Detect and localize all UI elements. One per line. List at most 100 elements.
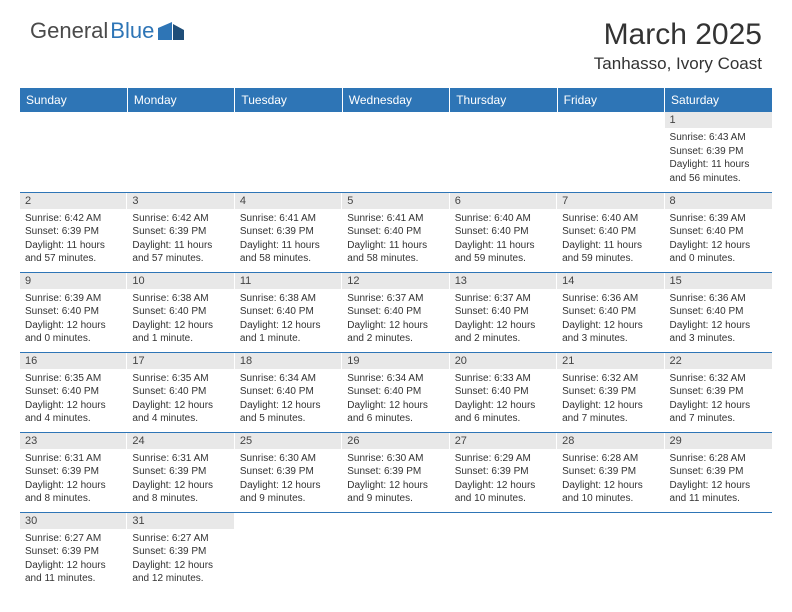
day-number: 15 xyxy=(665,273,772,289)
calendar-cell xyxy=(235,112,342,192)
day-details: Sunrise: 6:27 AMSunset: 6:39 PMDaylight:… xyxy=(20,529,127,589)
calendar-body: 1Sunrise: 6:43 AMSunset: 6:39 PMDaylight… xyxy=(20,112,772,592)
day-number: 5 xyxy=(342,193,449,209)
day-details: Sunrise: 6:42 AMSunset: 6:39 PMDaylight:… xyxy=(20,209,127,269)
calendar-cell: 3Sunrise: 6:42 AMSunset: 6:39 PMDaylight… xyxy=(127,192,234,272)
day-number: 27 xyxy=(450,433,557,449)
calendar-cell xyxy=(557,112,664,192)
day-details: Sunrise: 6:28 AMSunset: 6:39 PMDaylight:… xyxy=(665,449,772,509)
calendar-cell: 24Sunrise: 6:31 AMSunset: 6:39 PMDayligh… xyxy=(127,432,234,512)
day-number: 8 xyxy=(665,193,772,209)
calendar-cell xyxy=(557,512,664,592)
day-details: Sunrise: 6:38 AMSunset: 6:40 PMDaylight:… xyxy=(127,289,234,349)
day-number: 28 xyxy=(557,433,664,449)
day-number: 19 xyxy=(342,353,449,369)
calendar-cell: 12Sunrise: 6:37 AMSunset: 6:40 PMDayligh… xyxy=(342,272,449,352)
calendar-cell: 17Sunrise: 6:35 AMSunset: 6:40 PMDayligh… xyxy=(127,352,234,432)
calendar-cell xyxy=(450,512,557,592)
day-details: Sunrise: 6:35 AMSunset: 6:40 PMDaylight:… xyxy=(20,369,127,429)
day-details: Sunrise: 6:29 AMSunset: 6:39 PMDaylight:… xyxy=(450,449,557,509)
day-details: Sunrise: 6:33 AMSunset: 6:40 PMDaylight:… xyxy=(450,369,557,429)
calendar-cell: 28Sunrise: 6:28 AMSunset: 6:39 PMDayligh… xyxy=(557,432,664,512)
calendar-cell: 25Sunrise: 6:30 AMSunset: 6:39 PMDayligh… xyxy=(235,432,342,512)
calendar-cell: 26Sunrise: 6:30 AMSunset: 6:39 PMDayligh… xyxy=(342,432,449,512)
weekday-header: Monday xyxy=(127,88,234,112)
calendar-cell: 11Sunrise: 6:38 AMSunset: 6:40 PMDayligh… xyxy=(235,272,342,352)
day-number: 21 xyxy=(557,353,664,369)
day-details: Sunrise: 6:32 AMSunset: 6:39 PMDaylight:… xyxy=(665,369,772,429)
day-details: Sunrise: 6:36 AMSunset: 6:40 PMDaylight:… xyxy=(665,289,772,349)
calendar-cell: 27Sunrise: 6:29 AMSunset: 6:39 PMDayligh… xyxy=(450,432,557,512)
day-number: 22 xyxy=(665,353,772,369)
calendar-cell xyxy=(342,112,449,192)
calendar-week-row: 9Sunrise: 6:39 AMSunset: 6:40 PMDaylight… xyxy=(20,272,772,352)
calendar-cell xyxy=(127,112,234,192)
calendar-week-row: 16Sunrise: 6:35 AMSunset: 6:40 PMDayligh… xyxy=(20,352,772,432)
day-details: Sunrise: 6:42 AMSunset: 6:39 PMDaylight:… xyxy=(127,209,234,269)
title-block: March 2025 Tanhasso, Ivory Coast xyxy=(594,18,762,74)
calendar-cell: 18Sunrise: 6:34 AMSunset: 6:40 PMDayligh… xyxy=(235,352,342,432)
day-number: 6 xyxy=(450,193,557,209)
day-number: 10 xyxy=(127,273,234,289)
calendar-cell xyxy=(235,512,342,592)
day-number: 2 xyxy=(20,193,127,209)
day-details: Sunrise: 6:37 AMSunset: 6:40 PMDaylight:… xyxy=(450,289,557,349)
day-details: Sunrise: 6:39 AMSunset: 6:40 PMDaylight:… xyxy=(20,289,127,349)
day-number: 29 xyxy=(665,433,772,449)
weekday-header: Sunday xyxy=(20,88,127,112)
weekday-header: Tuesday xyxy=(235,88,342,112)
calendar-header-row: SundayMondayTuesdayWednesdayThursdayFrid… xyxy=(20,88,772,112)
day-details: Sunrise: 6:27 AMSunset: 6:39 PMDaylight:… xyxy=(127,529,234,589)
calendar-cell: 22Sunrise: 6:32 AMSunset: 6:39 PMDayligh… xyxy=(665,352,772,432)
day-details: Sunrise: 6:28 AMSunset: 6:39 PMDaylight:… xyxy=(557,449,664,509)
calendar-week-row: 30Sunrise: 6:27 AMSunset: 6:39 PMDayligh… xyxy=(20,512,772,592)
day-number: 26 xyxy=(342,433,449,449)
day-number: 7 xyxy=(557,193,664,209)
day-number: 31 xyxy=(127,513,234,529)
day-details: Sunrise: 6:40 AMSunset: 6:40 PMDaylight:… xyxy=(450,209,557,269)
day-details: Sunrise: 6:39 AMSunset: 6:40 PMDaylight:… xyxy=(665,209,772,269)
day-number: 14 xyxy=(557,273,664,289)
day-number: 16 xyxy=(20,353,127,369)
day-details: Sunrise: 6:37 AMSunset: 6:40 PMDaylight:… xyxy=(342,289,449,349)
header: GeneralBlue March 2025 Tanhasso, Ivory C… xyxy=(0,0,792,82)
day-details: Sunrise: 6:36 AMSunset: 6:40 PMDaylight:… xyxy=(557,289,664,349)
day-number: 9 xyxy=(20,273,127,289)
weekday-header: Wednesday xyxy=(342,88,449,112)
calendar-table: SundayMondayTuesdayWednesdayThursdayFrid… xyxy=(20,88,772,592)
weekday-header: Saturday xyxy=(665,88,772,112)
day-number: 3 xyxy=(127,193,234,209)
calendar-cell: 15Sunrise: 6:36 AMSunset: 6:40 PMDayligh… xyxy=(665,272,772,352)
calendar-cell: 19Sunrise: 6:34 AMSunset: 6:40 PMDayligh… xyxy=(342,352,449,432)
calendar-cell: 10Sunrise: 6:38 AMSunset: 6:40 PMDayligh… xyxy=(127,272,234,352)
day-number: 25 xyxy=(235,433,342,449)
calendar-cell: 14Sunrise: 6:36 AMSunset: 6:40 PMDayligh… xyxy=(557,272,664,352)
day-number: 4 xyxy=(235,193,342,209)
calendar-cell: 7Sunrise: 6:40 AMSunset: 6:40 PMDaylight… xyxy=(557,192,664,272)
day-details: Sunrise: 6:32 AMSunset: 6:39 PMDaylight:… xyxy=(557,369,664,429)
calendar-cell: 4Sunrise: 6:41 AMSunset: 6:39 PMDaylight… xyxy=(235,192,342,272)
day-number: 17 xyxy=(127,353,234,369)
calendar-cell: 1Sunrise: 6:43 AMSunset: 6:39 PMDaylight… xyxy=(665,112,772,192)
day-number: 11 xyxy=(235,273,342,289)
calendar-cell: 16Sunrise: 6:35 AMSunset: 6:40 PMDayligh… xyxy=(20,352,127,432)
day-number: 13 xyxy=(450,273,557,289)
calendar-cell xyxy=(450,112,557,192)
day-details: Sunrise: 6:35 AMSunset: 6:40 PMDaylight:… xyxy=(127,369,234,429)
logo-text-blue: Blue xyxy=(110,18,154,44)
calendar-cell xyxy=(20,112,127,192)
day-number: 30 xyxy=(20,513,127,529)
location: Tanhasso, Ivory Coast xyxy=(594,54,762,74)
logo-text-general: General xyxy=(30,18,108,44)
weekday-header: Thursday xyxy=(450,88,557,112)
logo: GeneralBlue xyxy=(30,18,184,44)
calendar-cell: 21Sunrise: 6:32 AMSunset: 6:39 PMDayligh… xyxy=(557,352,664,432)
calendar-week-row: 23Sunrise: 6:31 AMSunset: 6:39 PMDayligh… xyxy=(20,432,772,512)
calendar-cell: 23Sunrise: 6:31 AMSunset: 6:39 PMDayligh… xyxy=(20,432,127,512)
day-number: 24 xyxy=(127,433,234,449)
calendar-cell xyxy=(665,512,772,592)
calendar-cell: 9Sunrise: 6:39 AMSunset: 6:40 PMDaylight… xyxy=(20,272,127,352)
month-title: March 2025 xyxy=(594,18,762,52)
logo-flag-icon xyxy=(158,22,184,40)
day-details: Sunrise: 6:43 AMSunset: 6:39 PMDaylight:… xyxy=(665,128,772,188)
